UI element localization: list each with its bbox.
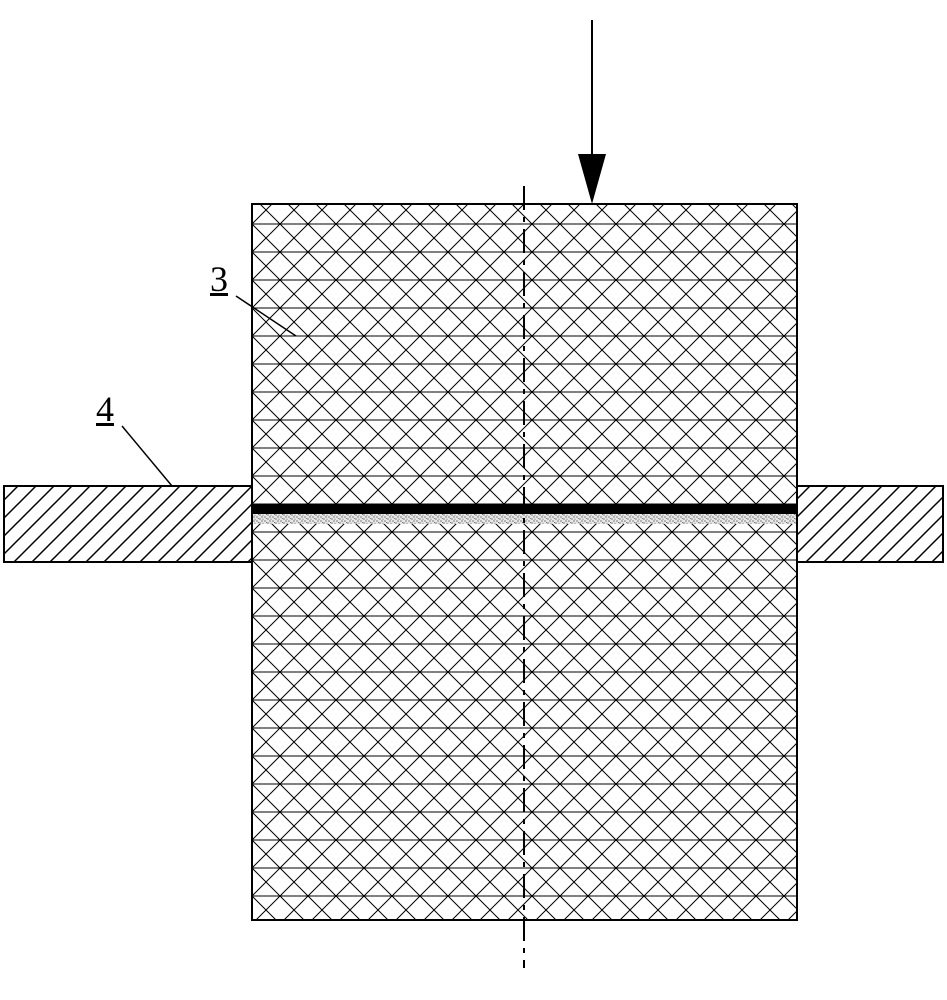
label-3: 3 [210, 258, 228, 300]
label-4: 4 [96, 388, 114, 430]
side-bar-right [797, 486, 943, 562]
load-arrow [578, 20, 606, 204]
side-bar-left [4, 486, 252, 562]
leader-4 [122, 426, 172, 486]
technical-diagram [0, 0, 947, 1000]
